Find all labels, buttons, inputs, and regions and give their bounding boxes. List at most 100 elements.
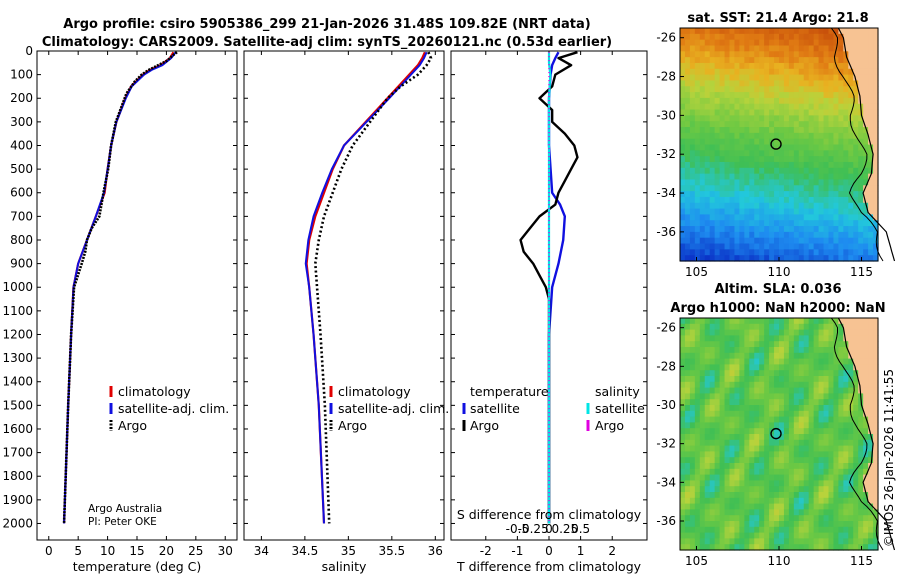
ocean-cell [788,323,795,331]
ocean-cell [808,121,815,128]
ocean-cell [754,196,760,204]
ocean-cell [714,526,721,534]
ocean-cell [828,526,835,534]
ocean-cell [709,410,716,418]
ocean-cell [798,405,805,412]
ocean-cell [848,393,854,400]
ocean-cell [729,439,736,447]
ocean-cell [863,237,869,245]
ocean-cell [808,486,815,493]
ocean-cell [744,335,750,342]
ocean-cell [783,255,790,262]
ocean-cell [774,144,780,151]
ocean-cell [779,115,785,122]
ocean-cell [739,468,745,476]
ocean-cell [813,97,820,105]
land-cell [863,121,869,128]
ocean-cell [798,434,805,441]
ocean-cell [783,167,790,175]
ocean-cell [759,80,765,87]
ocean-cell [714,109,721,116]
t-difference-axis-label: T difference from climatology [456,559,642,574]
ocean-cell [798,138,805,146]
ocean-cell [744,364,750,371]
land-cell [873,352,879,360]
ocean-cell [704,161,711,169]
ocean-cell [843,74,849,82]
ocean-cell [853,439,859,447]
ocean-cell [769,451,775,458]
land-cell [863,28,869,35]
ocean-cell [843,370,849,377]
ocean-cell [803,451,810,458]
ocean-cell [724,410,731,418]
ocean-cell [788,214,795,221]
ocean-cell [838,474,844,481]
ocean-cell [704,457,711,464]
ocean-cell [739,226,745,233]
ocean-cell [833,150,839,157]
ocean-cell [853,515,859,522]
land-cell [868,191,874,198]
ocean-cell [704,45,711,52]
ocean-cell [828,74,835,82]
ocean-cell [704,208,711,215]
ocean-cell [724,231,731,239]
ocean-cell [749,318,755,325]
ocean-cell [684,173,691,181]
ocean-cell [729,364,736,371]
ocean-cell [858,202,864,210]
title-line-1: Argo profile: csiro 5905386_299 21-Jan-2… [63,17,590,32]
ocean-cell [684,185,691,192]
ocean-cell [873,243,879,250]
ocean-cell [739,538,745,545]
ocean-cell [689,358,696,365]
ocean-cell [838,127,844,134]
ocean-cell [759,115,765,122]
land-cell [873,428,879,435]
ocean-cell [793,249,800,256]
ocean-cell [680,74,686,82]
ocean-cell [868,503,874,510]
land-cell [858,318,864,325]
ocean-cell [833,214,839,221]
map-lon-label: 110 [768,265,791,279]
ocean-cell [769,86,775,93]
ocean-cell [818,381,825,389]
ocean-cell [724,468,731,476]
ocean-cell [793,39,800,47]
x-tick-label: 34 [254,544,269,558]
ocean-cell [858,220,864,227]
ocean-cell [684,109,691,116]
ocean-cell [764,167,770,175]
ocean-cell [813,208,820,215]
ocean-cell [873,255,879,262]
ocean-cell [734,138,740,146]
ocean-cell [823,92,830,99]
ocean-cell [798,503,805,510]
ocean-cell [754,335,760,342]
ocean-cell [759,376,765,383]
ocean-cell [684,132,691,140]
ocean-cell [699,318,706,325]
ocean-cell [680,329,686,336]
ocean-cell [813,399,820,406]
ocean-cell [680,62,686,70]
ocean-cell [699,109,706,116]
ocean-cell [689,381,696,389]
ocean-cell [694,191,701,198]
land-cell [873,214,879,221]
ocean-cell [823,463,830,470]
ocean-cell [818,161,825,169]
ocean-cell [680,387,686,394]
ocean-cell [714,196,721,204]
ocean-cell [729,347,736,354]
ocean-cell [858,416,864,423]
ocean-cell [704,62,711,70]
ocean-cell [838,185,844,192]
ocean-cell [788,39,795,47]
ocean-cell [843,410,849,418]
ocean-cell [694,92,701,99]
ocean-cell [828,492,835,499]
ocean-cell [749,156,755,163]
